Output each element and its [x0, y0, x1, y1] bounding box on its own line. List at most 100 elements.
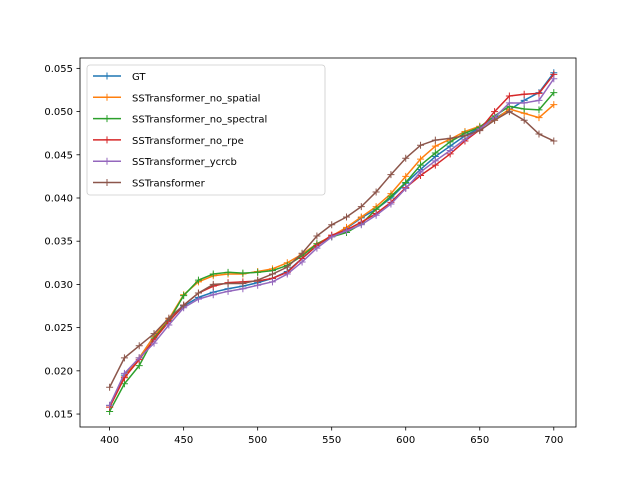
data-point [535, 89, 543, 97]
data-point [372, 211, 380, 219]
data-point [298, 249, 306, 257]
data-point [209, 270, 217, 278]
data-point [357, 203, 365, 211]
data-point [491, 108, 499, 116]
data-point [268, 278, 276, 286]
data-point [165, 321, 173, 329]
data-point [180, 301, 188, 309]
legend-label: SSTransformer_no_spectral [132, 115, 267, 126]
legend-box [86, 64, 326, 196]
data-point [239, 269, 247, 277]
data-point [550, 89, 558, 97]
data-point [194, 295, 202, 303]
data-point [431, 142, 439, 150]
y-axis: 0.015 0.020 0.025 0.030 0.035 0.040 0.045 0.050… [44, 64, 80, 421]
data-point [550, 75, 558, 83]
data-point [505, 99, 513, 107]
data-point [520, 105, 528, 113]
legend-label: GT [132, 72, 146, 83]
data-point [402, 154, 410, 162]
data-point [298, 258, 306, 266]
legend-entry: GT [93, 72, 146, 83]
legend-label: SSTransformer_no_rpe [132, 136, 244, 147]
data-point [431, 136, 439, 144]
data-point [313, 232, 321, 240]
data-point [268, 270, 276, 278]
legend: GT SSTransformer_no_spatial SSTransformer_… [86, 64, 326, 196]
data-point [520, 116, 528, 124]
data-point [343, 227, 351, 235]
legend-label: SSTransformer [132, 179, 206, 190]
data-point [106, 401, 114, 409]
x-tick-label: 600 [396, 435, 415, 446]
x-tick-label: 550 [322, 435, 341, 446]
legend-entry: SSTransformer_no_spatial [93, 93, 260, 104]
data-point [446, 146, 454, 154]
data-point [387, 192, 395, 200]
legend-items: GT SSTransformer_no_spatial SSTransformer_… [93, 72, 267, 190]
data-point [417, 168, 425, 176]
data-point [343, 213, 351, 221]
data-point [209, 280, 217, 288]
x-tick-label: 500 [248, 435, 267, 446]
data-point [135, 342, 143, 350]
data-point [120, 369, 128, 377]
x-tick-label: 400 [100, 435, 119, 446]
legend-entry: SSTransformer_ycrcb [93, 157, 237, 168]
y-tick-label: 0.040 [44, 193, 73, 204]
y-tick-label: 0.045 [44, 150, 73, 161]
legend-entry: SSTransformer_no_rpe [93, 136, 244, 147]
data-point [461, 132, 469, 140]
data-point [194, 289, 202, 297]
data-point [491, 116, 499, 124]
legend-marker [103, 179, 111, 186]
data-point [387, 200, 395, 208]
data-point [387, 171, 395, 179]
data-point [431, 157, 439, 165]
x-tick-label: 650 [470, 435, 489, 446]
plot-frame [79, 57, 577, 428]
data-point [224, 268, 232, 276]
data-point [283, 270, 291, 278]
y-tick-label: 0.025 [44, 323, 73, 334]
legend-marker [103, 72, 111, 80]
legend-label: SSTransformer_no_spatial [132, 93, 260, 104]
y-tick-label: 0.050 [44, 107, 73, 118]
x-tick-label: 700 [544, 435, 563, 446]
legend-marker [103, 136, 111, 144]
data-point [417, 161, 425, 169]
data-point [535, 130, 543, 138]
data-point [224, 280, 232, 288]
data-point [194, 276, 202, 284]
data-point [402, 184, 410, 192]
data-point [120, 354, 128, 362]
data-point [180, 292, 188, 300]
x-axis: 400 450 500 550 600 650 700 [100, 427, 563, 446]
data-point [550, 137, 558, 145]
data-point [135, 354, 143, 362]
data-point [446, 134, 454, 142]
data-point [135, 362, 143, 370]
data-point [209, 291, 217, 299]
data-point [505, 108, 513, 116]
legend-marker [103, 157, 111, 165]
data-point [254, 268, 262, 276]
data-point [476, 127, 484, 135]
data-point [417, 141, 425, 149]
data-point [150, 339, 158, 347]
data-point [328, 221, 336, 229]
series-SSTransformer [106, 108, 558, 391]
data-point [505, 92, 513, 100]
data-point [431, 149, 439, 157]
data-point [283, 263, 291, 271]
y-tick-label: 0.035 [44, 237, 73, 248]
data-point [165, 314, 173, 322]
legend-marker [103, 93, 111, 101]
legend-marker [103, 115, 111, 123]
data-point [106, 383, 114, 391]
data-point [535, 96, 543, 104]
y-tick-label: 0.030 [44, 280, 73, 291]
data-point [402, 172, 410, 180]
legend-label: SSTransformer_ycrcb [132, 157, 237, 168]
